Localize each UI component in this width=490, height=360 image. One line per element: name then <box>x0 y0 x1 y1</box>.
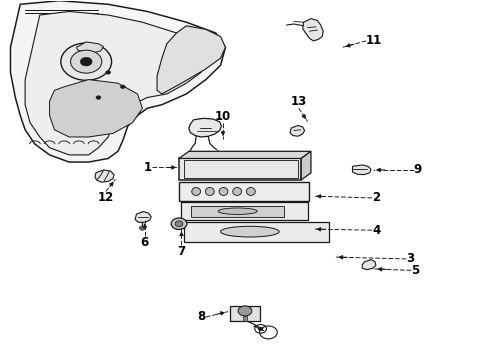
Text: 11: 11 <box>366 34 382 48</box>
Text: 6: 6 <box>141 235 149 249</box>
Polygon shape <box>157 26 225 94</box>
Text: 5: 5 <box>411 264 419 277</box>
Circle shape <box>238 306 252 316</box>
Polygon shape <box>135 212 151 222</box>
Polygon shape <box>230 306 260 320</box>
Polygon shape <box>95 170 114 182</box>
Polygon shape <box>49 80 143 137</box>
Polygon shape <box>189 118 221 137</box>
Circle shape <box>121 85 125 89</box>
Text: 2: 2 <box>372 192 380 204</box>
Polygon shape <box>179 151 311 158</box>
Ellipse shape <box>218 208 257 215</box>
Circle shape <box>106 71 111 74</box>
Ellipse shape <box>219 188 228 195</box>
Circle shape <box>140 226 146 230</box>
Circle shape <box>175 221 183 226</box>
Polygon shape <box>290 126 305 136</box>
Polygon shape <box>76 42 103 53</box>
Circle shape <box>171 218 187 229</box>
Circle shape <box>80 57 92 66</box>
Text: 3: 3 <box>406 252 415 265</box>
Polygon shape <box>179 182 310 201</box>
Ellipse shape <box>205 188 214 195</box>
Text: 8: 8 <box>197 310 206 324</box>
Polygon shape <box>25 12 206 155</box>
Text: 9: 9 <box>414 163 422 176</box>
Ellipse shape <box>220 226 279 237</box>
Text: 12: 12 <box>98 192 114 204</box>
Polygon shape <box>191 206 284 217</box>
Circle shape <box>96 96 101 99</box>
Polygon shape <box>303 19 323 41</box>
Circle shape <box>61 43 112 80</box>
Polygon shape <box>180 202 308 220</box>
Ellipse shape <box>246 188 255 195</box>
Polygon shape <box>352 165 371 175</box>
Text: 7: 7 <box>177 245 186 258</box>
Polygon shape <box>10 1 225 162</box>
Ellipse shape <box>192 188 200 195</box>
Polygon shape <box>243 316 247 320</box>
Text: 13: 13 <box>291 95 307 108</box>
Circle shape <box>71 50 102 73</box>
Polygon shape <box>301 151 311 180</box>
Polygon shape <box>362 260 376 270</box>
Text: 1: 1 <box>144 161 152 174</box>
Text: 10: 10 <box>215 110 231 123</box>
Text: 4: 4 <box>372 224 380 237</box>
Polygon shape <box>184 222 329 242</box>
Circle shape <box>258 327 263 330</box>
Polygon shape <box>179 158 301 180</box>
Ellipse shape <box>233 188 242 195</box>
